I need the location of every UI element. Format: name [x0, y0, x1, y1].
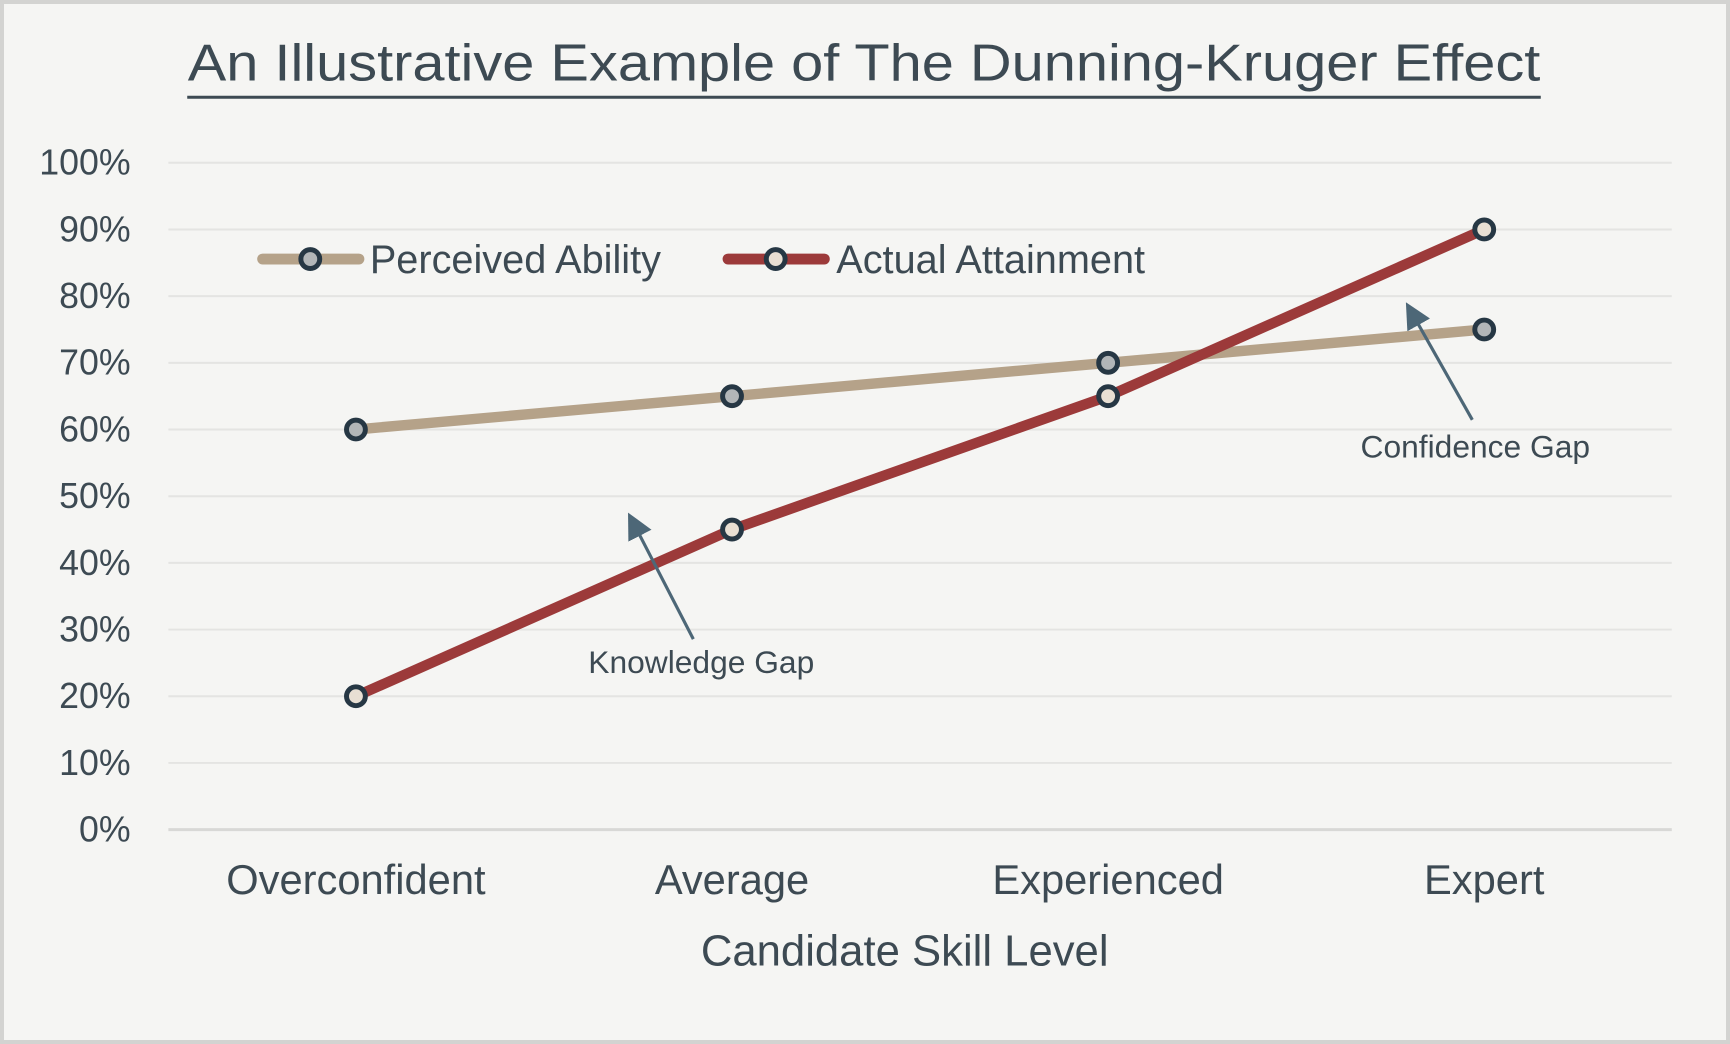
y-tick-label: 40%: [59, 543, 131, 583]
annotation-label: Confidence Gap: [1361, 428, 1590, 464]
annotation-arrow: [1405, 302, 1474, 421]
legend-marker: [298, 247, 323, 271]
annotation-arrow: [628, 512, 695, 640]
perceived-ability-line: [350, 324, 1490, 435]
y-tick-label: 90%: [59, 209, 131, 249]
legend: Perceived Ability Actual Attainment: [257, 238, 1145, 282]
y-tick-label: 100%: [39, 143, 130, 183]
y-tick-label: 70%: [59, 343, 131, 383]
x-tick-label: Overconfident: [226, 856, 486, 903]
data-point-marker: [1096, 384, 1121, 409]
x-axis-tick-labels: Overconfident Average Experienced Expert: [226, 856, 1545, 903]
data-point-marker: [720, 517, 744, 542]
x-tick-label: Expert: [1424, 856, 1545, 903]
gridlines: [168, 161, 1672, 832]
y-tick-label: 20%: [59, 676, 131, 716]
y-tick-label: 80%: [59, 276, 131, 316]
y-axis-tick-labels: 0% 10% 20% 30% 40% 50% 60% 70% 80% 90% 100%: [39, 143, 130, 850]
y-tick-label: 0%: [79, 810, 131, 850]
legend-marker: [763, 247, 788, 271]
data-point-marker: [1472, 217, 1497, 242]
data-point-marker: [1472, 317, 1497, 342]
legend-item: Actual Attainment: [722, 238, 1145, 282]
legend-item: Perceived Ability: [257, 238, 661, 282]
legend-label: Actual Attainment: [836, 238, 1145, 282]
y-tick-label: 60%: [59, 409, 131, 449]
y-tick-label: 50%: [59, 476, 131, 516]
y-tick-label: 10%: [59, 743, 131, 783]
chart-title: An Illustrative Example of The Dunning-K…: [188, 33, 1541, 91]
x-tick-label: Experienced: [992, 856, 1224, 903]
data-point-marker: [344, 684, 368, 709]
annotation: Confidence Gap: [1361, 302, 1590, 464]
data-point-marker: [1096, 350, 1121, 375]
data-point-marker: [720, 384, 744, 409]
annotation: Knowledge Gap: [588, 512, 814, 680]
y-tick-label: 30%: [59, 609, 131, 649]
x-tick-label: Average: [655, 856, 809, 903]
annotation-label: Knowledge Gap: [588, 644, 814, 680]
legend-label: Perceived Ability: [370, 238, 661, 282]
actual-attainment-line: [350, 224, 1490, 702]
dunning-kruger-line-chart: 0% 10% 20% 30% 40% 50% 60% 70% 80% 90% 100% Overcon…: [39, 33, 1672, 976]
x-axis-title: Candidate Skill Level: [701, 927, 1109, 976]
data-point-marker: [344, 417, 368, 442]
